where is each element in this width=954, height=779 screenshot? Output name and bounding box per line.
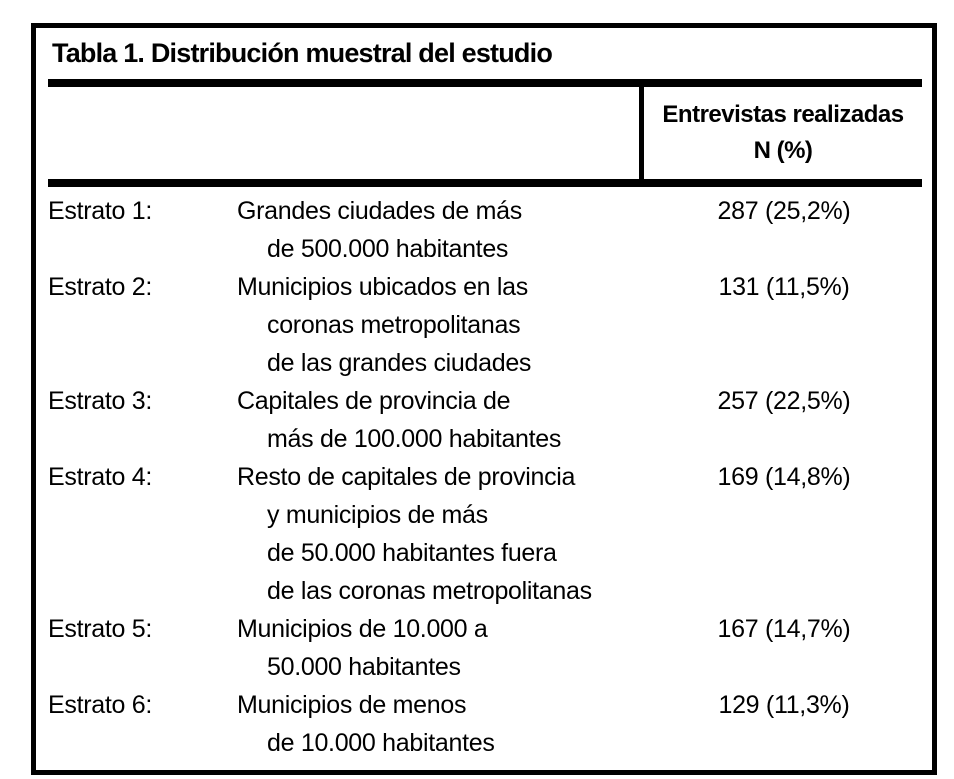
table-title: Tabla 1. Distribución muestral del estud… [52,38,553,68]
row-desc-line: Grandes ciudades de más [237,197,522,225]
row-label: Estrato 3: [48,387,152,415]
table-row: Estrato 3: Capitales de provincia de más… [48,382,932,458]
table-row: Estrato 4: Resto de capitales de provinc… [48,458,932,610]
table-row: Estrato 2: Municipios ubicados en las co… [48,268,932,382]
study-sample-table: Tabla 1. Distribución muestral del estud… [31,23,937,775]
row-label: Estrato 2: [48,273,152,301]
row-description: Municipios ubicados en las coronas metro… [237,268,649,382]
row-description: Resto de capitales de provincia y munici… [237,458,649,610]
row-label: Estrato 1: [48,197,152,225]
row-label: Estrato 5: [48,615,152,643]
row-desc-line: Resto de capitales de provincia [237,463,576,491]
row-desc-line: coronas metropolitanas [267,311,521,339]
table-row: Estrato 1: Grandes ciudades de más de 50… [48,192,932,268]
row-desc-line: y municipios de más [267,501,488,529]
row-value: 257 (22,5%) [717,387,851,415]
row-value: 129 (11,3%) [718,691,850,719]
row-value: 131 (11,5%) [718,273,850,301]
table-row: Estrato 6: Municipios de menos de 10.000… [48,686,932,762]
row-desc-line: de las grandes ciudades [267,349,532,377]
table-body: Estrato 1: Grandes ciudades de más de 50… [48,192,932,762]
row-label: Estrato 4: [48,463,152,491]
row-value: 287 (25,2%) [717,197,851,225]
header-empty-cell [48,87,644,179]
row-description: Municipios de 10.000 a 50.000 habitantes [237,610,649,686]
row-value: 167 (14,7%) [717,615,851,643]
row-desc-line: de 500.000 habitantes [267,235,509,263]
row-description: Municipios de menos de 10.000 habitantes [237,686,649,762]
row-desc-line: 50.000 habitantes [267,653,461,681]
row-label: Estrato 6: [48,691,152,719]
row-description: Capitales de provincia de más de 100.000… [237,382,649,458]
table-row: Estrato 5: Municipios de 10.000 a 50.000… [48,610,932,686]
rule-below-title [48,79,922,87]
table-header-row: Entrevistas realizadas N (%) [48,87,922,179]
header-value-column: Entrevistas realizadas N (%) [644,87,922,179]
header-value-line2: N (%) [753,137,813,164]
row-desc-line: más de 100.000 habitantes [267,425,562,453]
row-description: Grandes ciudades de más de 500.000 habit… [237,192,649,268]
row-desc-line: de las coronas metropolitanas [267,577,592,605]
header-value-line1: Entrevistas realizadas [662,101,904,128]
row-desc-line: Municipios de menos [237,691,467,719]
row-desc-line: Municipios ubicados en las [237,273,528,301]
row-desc-line: Municipios de 10.000 a [237,615,488,643]
row-desc-line: de 50.000 habitantes fuera [267,539,557,567]
row-value: 169 (14,8%) [717,463,851,491]
row-desc-line: de 10.000 habitantes [267,729,495,757]
row-desc-line: Capitales de provincia de [237,387,511,415]
rule-below-header [48,179,922,187]
